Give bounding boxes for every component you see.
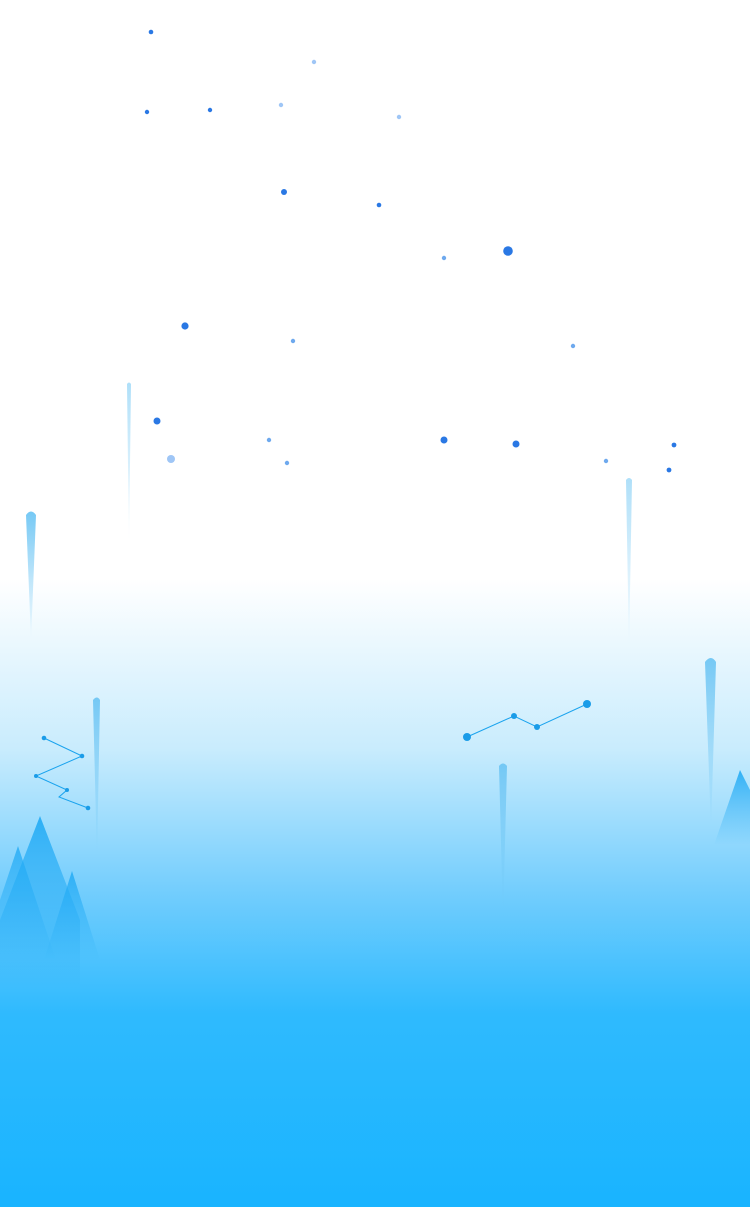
network-link [466,703,588,738]
star-field [144,29,677,473]
network-link [34,737,89,809]
network-node [41,735,47,741]
light-streaks [26,382,716,920]
mountain-peak [714,770,750,845]
star-dot [290,338,296,344]
star-dot [376,202,382,208]
star-dot [266,437,272,443]
star-dot [167,455,175,463]
star-dot [666,467,672,473]
light-streak [26,511,36,640]
star-dot [278,102,284,108]
network-node [511,713,517,719]
star-dot [396,114,402,120]
star-dot [144,109,150,115]
network-node [79,753,85,759]
star-dot [281,189,287,195]
star-dot [284,460,290,466]
star-dot [153,417,161,425]
star-dot [311,59,317,65]
network-graph-right [463,700,591,741]
star-dot [441,255,447,261]
star-dot [570,343,576,349]
network-graph-left [34,735,91,811]
star-dot [671,442,677,448]
light-streak [93,697,100,860]
star-dot [207,107,213,113]
mountain-silhouettes [0,770,750,990]
star-dot [181,322,189,330]
light-streak [705,658,716,830]
star-dot [503,246,513,256]
network-node [463,733,471,741]
light-streak [499,763,507,920]
star-dot [603,458,609,464]
network-node [85,805,91,811]
mountain-peak [44,871,100,960]
network-node [534,724,540,730]
star-dot [440,436,448,444]
star-dot [148,29,154,35]
light-streak [127,382,131,545]
network-node [34,774,38,778]
network-node [583,700,591,708]
mountain-peak [0,846,56,960]
star-dot [512,440,520,448]
light-streak [626,478,632,650]
network-node [65,788,69,792]
